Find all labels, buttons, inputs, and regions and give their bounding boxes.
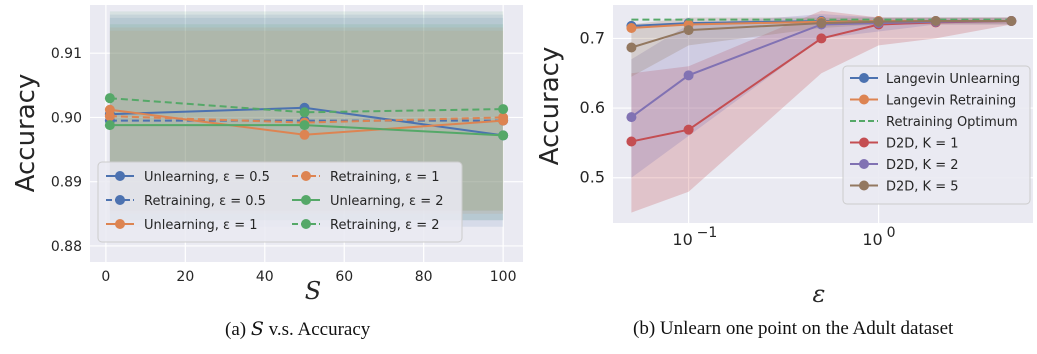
- legend-label-b: D2D, K = 1: [886, 137, 959, 152]
- caption-a: (a) S v.s. Accuracy: [225, 318, 370, 341]
- data-point-b: [816, 33, 827, 44]
- legend-label-a: Retraining, ε = 2: [330, 218, 440, 233]
- legend-frame-a: [97, 161, 463, 243]
- x-tick-exponent-b: 0: [887, 225, 896, 241]
- data-point-b: [626, 136, 637, 147]
- confidence-band-b: [631, 17, 1012, 77]
- y-axis-label-b: Accuracy: [535, 47, 565, 166]
- y-tick-label-b: 0.5: [580, 168, 605, 187]
- x-axis-label-a: S: [305, 277, 321, 305]
- data-point-a: [498, 130, 509, 141]
- data-point-b: [816, 18, 827, 29]
- y-axis-label-a: Accuracy: [11, 74, 41, 193]
- x-tick-label-a: 0: [101, 269, 110, 285]
- caption-a-prefix: (a): [225, 319, 251, 340]
- legend-label-b: Langevin Retraining: [886, 94, 1016, 109]
- data-point-a: [299, 120, 310, 131]
- y-tick-label-a: 0.89: [51, 175, 82, 191]
- confidence-band-b: [631, 14, 1012, 178]
- legend-swatch-marker-b: [859, 137, 869, 148]
- legend-label-a: Unlearning, ε = 2: [330, 194, 444, 209]
- x-tick-label-a: 40: [256, 269, 274, 285]
- chart-b: 10 −1 10 0 0.5 0.6 0.7 Accuracy ε Langevin Unl…: [535, 5, 1033, 308]
- data-point-a: [498, 104, 509, 115]
- x-tick-label-a: 20: [176, 269, 194, 285]
- legend-label-b: D2D, K = 5: [886, 180, 959, 195]
- legend-swatch-marker-a: [115, 219, 125, 229]
- legend-a: Unlearning, ε = 0.5 Retraining, ε = 0.5 Un…: [97, 161, 463, 243]
- y-tick-label-b: 0.7: [580, 28, 605, 47]
- y-tick-label-a: 0.91: [51, 46, 82, 62]
- legend-label-a: Retraining, ε = 1: [330, 170, 440, 185]
- data-point-b: [873, 16, 884, 27]
- legend-swatch-marker-b: [859, 159, 869, 169]
- x-tick-label-a: 60: [335, 269, 353, 285]
- data-point-b: [626, 22, 637, 33]
- legend-swatch-marker-b: [859, 180, 869, 191]
- legend-swatch-marker-a: [301, 195, 311, 205]
- legend-label-a: Unlearning, ε = 1: [144, 218, 258, 233]
- data-point-b: [930, 16, 941, 27]
- data-point-b: [1006, 16, 1017, 27]
- legend-label-b: Retraining Optimum: [886, 115, 1018, 130]
- data-point-a: [498, 112, 509, 123]
- legend-label-b: D2D, K = 2: [886, 158, 959, 173]
- legend-swatch-marker-b: [859, 94, 869, 105]
- legend-swatch-marker-a: [301, 219, 311, 229]
- y-tick-label-a: 0.90: [51, 110, 82, 126]
- data-point-a: [104, 111, 115, 122]
- x-tick-label-a: 80: [415, 269, 433, 285]
- legend-frame-b: [842, 65, 1031, 205]
- data-point-b: [626, 112, 637, 123]
- legend-label-a: Unlearning, ε = 0.5: [144, 170, 270, 185]
- legend-label-b: Langevin Unlearning: [886, 72, 1020, 87]
- series-line-b: [631, 20, 1012, 49]
- legend-swatch-marker-b: [859, 73, 869, 83]
- x-tick-exponent-b: −1: [697, 225, 718, 241]
- legend-label-a: Retraining, ε = 0.5: [144, 194, 266, 209]
- data-point-a: [299, 107, 310, 118]
- data-point-b: [626, 42, 637, 53]
- x-tick-label-b: 10: [862, 230, 882, 249]
- data-point-b: [683, 124, 694, 135]
- caption-b: (b) Unlearn one point on the Adult datas…: [633, 318, 953, 340]
- legend-swatch-marker-a: [115, 171, 125, 181]
- caption-b-text: (b) Unlearn one point on the Adult datas…: [633, 318, 954, 339]
- data-point-b: [683, 25, 694, 36]
- data-point-a: [299, 129, 310, 140]
- legend-b: Langevin Unlearning Langevin Retraining Re…: [842, 65, 1031, 205]
- legend-swatch-marker-a: [115, 195, 125, 205]
- y-tick-label-a: 0.88: [51, 239, 82, 255]
- data-point-a: [104, 93, 115, 104]
- x-tick-label-a: 100: [490, 269, 517, 285]
- caption-a-text: v.s. Accuracy: [263, 319, 371, 340]
- y-tick-label-b: 0.6: [580, 98, 605, 117]
- caption-a-variable: S: [250, 318, 264, 340]
- data-point-a: [104, 120, 115, 131]
- legend-swatch-marker-a: [301, 171, 311, 181]
- data-point-b: [683, 70, 694, 81]
- x-tick-label-b: 10: [672, 230, 692, 249]
- x-axis-label-b: ε: [813, 280, 826, 308]
